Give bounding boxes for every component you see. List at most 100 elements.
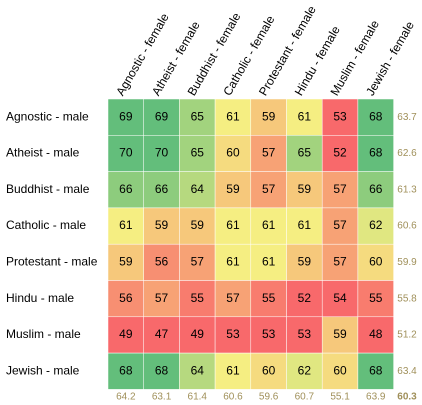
cell <box>321 98 359 136</box>
cell-value: 66 <box>369 182 383 196</box>
cell-value: 61 <box>226 109 240 123</box>
cell <box>107 98 144 136</box>
cell-value: 55 <box>369 291 383 305</box>
cell <box>357 352 394 390</box>
cell <box>321 243 359 281</box>
cell-value: 69 <box>155 109 169 123</box>
column-average: 61.4 <box>188 392 208 403</box>
cell-value: 59 <box>226 182 240 196</box>
cell <box>357 207 394 245</box>
cell-value: 55 <box>262 291 276 305</box>
cell-value: 56 <box>155 255 169 269</box>
cell <box>286 98 323 136</box>
column-average: 63.9 <box>366 392 386 403</box>
cell <box>357 280 394 318</box>
column-average: 59.6 <box>259 392 279 403</box>
cell-value: 57 <box>226 291 240 305</box>
cell-value: 49 <box>191 327 205 341</box>
cell <box>179 98 216 136</box>
cell-value: 61 <box>262 218 276 232</box>
cell-value: 59 <box>298 182 312 196</box>
row-average: 63.4 <box>397 366 417 377</box>
row-average: 60.6 <box>397 221 417 232</box>
cell <box>179 171 216 209</box>
cell <box>286 243 323 281</box>
cell-value: 59 <box>298 255 312 269</box>
cell <box>214 135 252 172</box>
cell-value: 66 <box>155 182 169 196</box>
overall-average: 60.3 <box>397 392 417 403</box>
cell <box>107 243 144 281</box>
cell-value: 69 <box>119 109 133 123</box>
row-label: Buddhist - male <box>6 182 90 196</box>
row-average: 59.9 <box>397 257 417 268</box>
cell-value: 53 <box>226 327 240 341</box>
cell <box>214 207 252 245</box>
cell-value: 55 <box>191 291 205 305</box>
cell-value: 66 <box>119 182 133 196</box>
cell-value: 47 <box>155 327 169 341</box>
cell <box>286 135 323 172</box>
cell-value: 59 <box>119 255 133 269</box>
cell-value: 54 <box>333 291 347 305</box>
cell-value: 59 <box>191 218 205 232</box>
cell-value: 59 <box>333 327 347 341</box>
cell-value: 53 <box>333 109 347 123</box>
cell <box>250 207 287 245</box>
cell-value: 70 <box>155 146 169 160</box>
cell-value: 59 <box>155 218 169 232</box>
column-average: 60.7 <box>295 392 315 403</box>
cell-value: 57 <box>333 218 347 232</box>
column-average: 64.2 <box>116 392 136 403</box>
cell <box>286 316 323 354</box>
cell <box>179 352 216 390</box>
cell <box>143 98 180 136</box>
cell-value: 60 <box>226 146 240 160</box>
cell <box>250 316 287 354</box>
cell-value: 53 <box>262 327 276 341</box>
cell-value: 52 <box>298 291 312 305</box>
row-label: Protestant - male <box>6 255 98 269</box>
cell-value: 64 <box>191 182 205 196</box>
cell-value: 52 <box>333 146 347 160</box>
cell-value: 61 <box>226 363 240 377</box>
cell <box>214 280 252 318</box>
cell <box>143 207 180 245</box>
cell <box>321 316 359 354</box>
cell-value: 61 <box>119 218 133 232</box>
cell <box>107 171 144 209</box>
row-label: Atheist - male <box>6 146 80 160</box>
cell <box>214 98 252 136</box>
cell <box>250 243 287 281</box>
cell-value: 68 <box>155 363 169 377</box>
cell-value: 62 <box>369 218 383 232</box>
cell-value: 60 <box>262 363 276 377</box>
cell-value: 57 <box>191 255 205 269</box>
cell <box>250 280 287 318</box>
cell-value: 61 <box>298 218 312 232</box>
cell <box>179 316 216 354</box>
row-label: Hindu - male <box>6 291 74 305</box>
cell-value: 60 <box>333 363 347 377</box>
cell-value: 61 <box>226 218 240 232</box>
cell-value: 68 <box>369 146 383 160</box>
cell <box>357 243 394 281</box>
cell <box>214 352 252 390</box>
cell-value: 56 <box>119 291 133 305</box>
cell-value: 68 <box>369 109 383 123</box>
cell-value: 68 <box>369 363 383 377</box>
cell-value: 64 <box>191 363 205 377</box>
cell <box>321 280 359 318</box>
cell-value: 62 <box>298 363 312 377</box>
cell-value: 59 <box>262 109 276 123</box>
row-average: 63.7 <box>397 112 417 123</box>
row-label: Jewish - male <box>6 363 80 377</box>
row-label: Catholic - male <box>6 218 86 232</box>
cell-value: 57 <box>262 182 276 196</box>
cell <box>250 135 287 172</box>
cell <box>321 135 359 172</box>
cell <box>107 316 144 354</box>
cell-value: 53 <box>298 327 312 341</box>
cell-value: 57 <box>262 146 276 160</box>
cell-value: 49 <box>119 327 133 341</box>
